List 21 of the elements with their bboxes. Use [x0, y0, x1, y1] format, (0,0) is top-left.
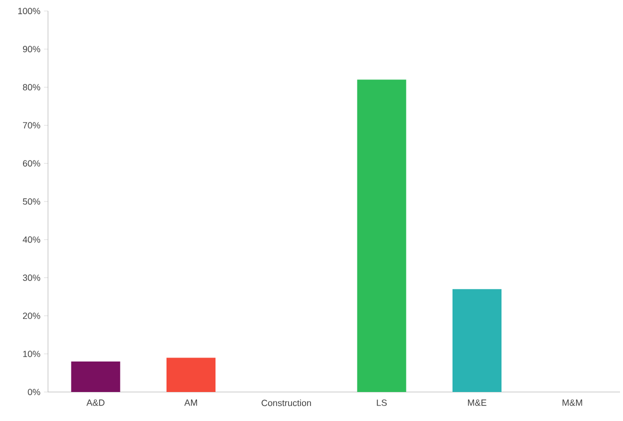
y-tick-label: 80%: [22, 84, 40, 90]
y-tick-label: 60%: [22, 160, 40, 167]
y-tick-label: 30%: [22, 274, 40, 281]
y-tick-label: 70%: [22, 122, 40, 128]
y-tick-label: 10%: [23, 350, 40, 358]
bar: [452, 289, 502, 392]
y-tick-label: 20%: [22, 312, 40, 319]
y-tick-label: 40%: [22, 236, 40, 243]
y-tick-label: 50%: [22, 198, 40, 205]
x-tick-label: Construction: [262, 400, 311, 406]
x-tick-label: AM: [184, 400, 197, 406]
y-tick-label: 90%: [22, 46, 40, 52]
y-tick-label: 0%: [28, 388, 40, 396]
x-tick-label: A&D: [86, 400, 104, 406]
bar: [71, 362, 120, 392]
y-tick-label: 100%: [18, 8, 40, 14]
x-tick-label: M&M: [562, 400, 582, 406]
bar: [166, 358, 216, 392]
x-tick-label: LS: [376, 400, 387, 406]
bar: [357, 80, 406, 392]
x-tick-label: M&E: [468, 400, 486, 406]
